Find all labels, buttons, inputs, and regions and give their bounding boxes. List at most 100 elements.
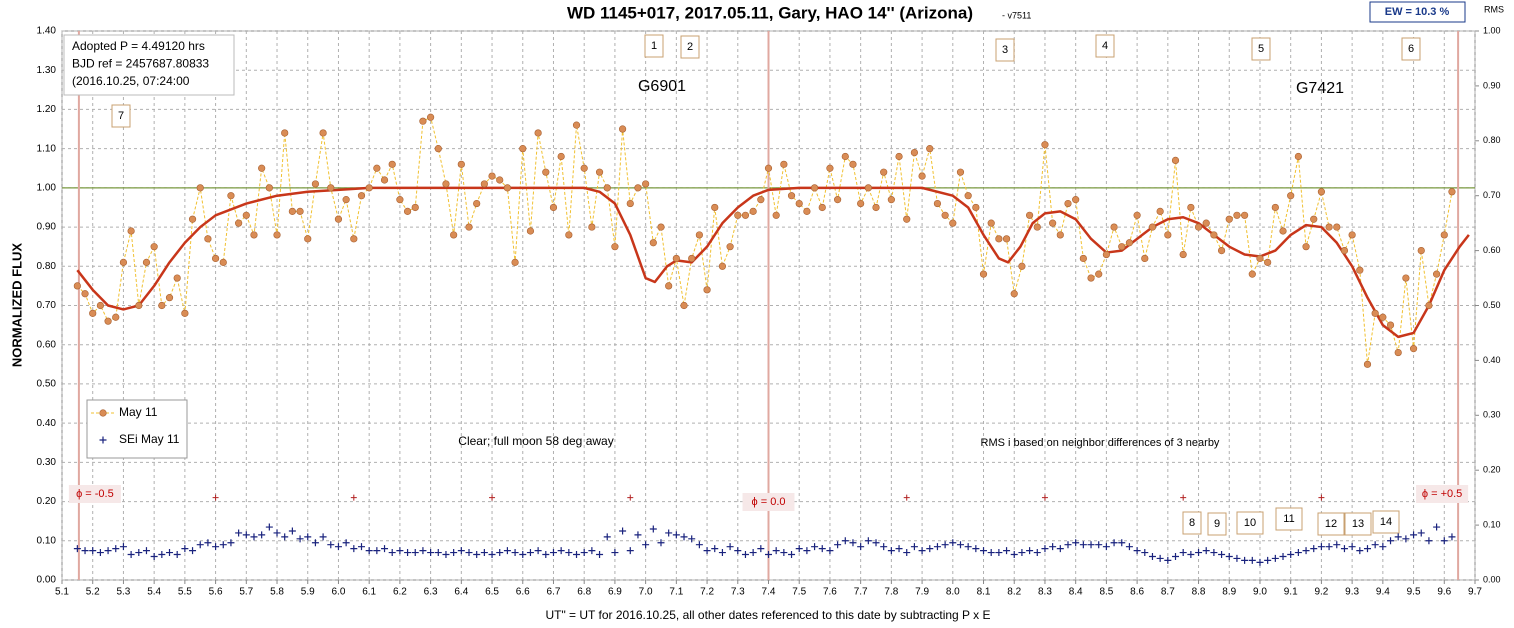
sei-point — [1256, 558, 1264, 566]
sei-point — [1003, 547, 1011, 555]
data-point — [672, 254, 680, 263]
dip-label: 14 — [1380, 516, 1392, 528]
data-point — [350, 235, 358, 243]
data-point — [1041, 141, 1049, 149]
sei-point — [388, 549, 396, 557]
data-point — [1202, 219, 1210, 227]
dip-label: 10 — [1244, 517, 1256, 529]
sei-point — [557, 547, 565, 555]
y-tick-label: 1.10 — [37, 143, 57, 154]
x-tick-label: 6.8 — [577, 587, 591, 598]
annotation: G7421 — [1296, 80, 1344, 97]
data-point — [373, 164, 381, 172]
dip-label-box — [1372, 510, 1400, 534]
data-point — [726, 243, 734, 251]
sei-point — [511, 549, 519, 557]
sei-point — [1425, 537, 1433, 545]
data-point — [365, 184, 373, 192]
data-point — [703, 286, 711, 294]
phase-label: ϕ = -0.5 — [76, 488, 114, 500]
data-point — [219, 258, 227, 266]
sei-point — [603, 533, 611, 541]
sei-point — [242, 531, 250, 539]
sei-point — [1402, 535, 1410, 543]
sei-point — [1049, 543, 1057, 551]
sei-point — [442, 551, 450, 559]
sei-point — [488, 551, 496, 559]
data-point — [834, 196, 842, 204]
data-point — [1049, 219, 1057, 227]
data-point — [979, 270, 988, 278]
data-point — [665, 282, 673, 290]
data-point — [718, 262, 727, 270]
data-point — [311, 180, 320, 188]
sei-point — [1148, 552, 1156, 560]
marker — [1180, 494, 1187, 501]
data-point — [987, 219, 995, 227]
data-point — [933, 199, 942, 208]
sei-point — [1279, 552, 1287, 560]
sei-point — [1079, 541, 1087, 549]
sei-point — [1294, 549, 1302, 557]
x-tick-label: 7.5 — [792, 587, 806, 598]
sei-point — [1248, 556, 1256, 564]
sei-point — [1072, 539, 1080, 547]
x-tick-label: 6.3 — [424, 587, 438, 598]
x-tick-label: 9.6 — [1437, 587, 1451, 598]
sei-point — [1241, 556, 1249, 564]
data-point — [1417, 247, 1425, 255]
sei-point — [818, 545, 826, 553]
data-point — [1141, 254, 1149, 263]
data-point — [657, 223, 665, 231]
data-point — [1448, 188, 1456, 196]
data-point — [572, 121, 581, 129]
marker — [212, 494, 219, 501]
x-tick-label: 5.9 — [301, 587, 315, 598]
data-point — [1072, 196, 1080, 204]
sei-point — [711, 545, 719, 553]
x-tick-label: 5.3 — [116, 587, 130, 598]
data-point — [1425, 301, 1433, 310]
sei-point — [219, 541, 227, 549]
sei-point — [596, 551, 604, 559]
data-point — [749, 207, 757, 215]
sei-point — [96, 549, 104, 557]
data-point — [89, 309, 97, 317]
sei-point — [757, 545, 765, 553]
dip-label: 6 — [1408, 43, 1414, 55]
x-tick-label: 9.3 — [1345, 587, 1359, 598]
sei-point — [465, 549, 473, 557]
x-tick-label: 9.2 — [1314, 587, 1328, 598]
y2-tick-label: 0.60 — [1483, 245, 1501, 255]
dip-label: 11 — [1283, 513, 1294, 525]
data-point — [165, 294, 174, 302]
sei-point — [1379, 543, 1387, 551]
data-point — [1317, 188, 1326, 196]
sei-point — [741, 551, 749, 559]
sei-point — [726, 543, 734, 551]
x-tick-label: 5.2 — [86, 587, 100, 598]
data-point — [112, 313, 120, 321]
x-tick-label: 5.1 — [55, 587, 69, 598]
sei-point — [542, 551, 550, 559]
x-tick-label: 7.0 — [639, 587, 653, 598]
sei-point — [918, 547, 926, 555]
sei-point — [142, 547, 150, 555]
y-tick-label: 0.40 — [37, 418, 57, 429]
sei-point — [772, 547, 780, 555]
data-point — [1194, 223, 1203, 231]
data-point — [956, 168, 965, 176]
marker — [489, 494, 496, 501]
data-point — [1294, 152, 1302, 161]
sei-point — [327, 541, 335, 549]
data-point — [895, 152, 903, 161]
sei-point — [780, 549, 788, 557]
data-point — [1386, 321, 1395, 329]
data-point — [887, 196, 895, 204]
x-tick-label: 5.7 — [239, 587, 253, 598]
sei-point — [196, 541, 204, 549]
y-tick-label: 0.00 — [37, 575, 57, 586]
y2-tick-label: 1.00 — [1483, 25, 1501, 35]
sei-point — [1302, 547, 1310, 555]
sei-point — [1287, 551, 1295, 559]
